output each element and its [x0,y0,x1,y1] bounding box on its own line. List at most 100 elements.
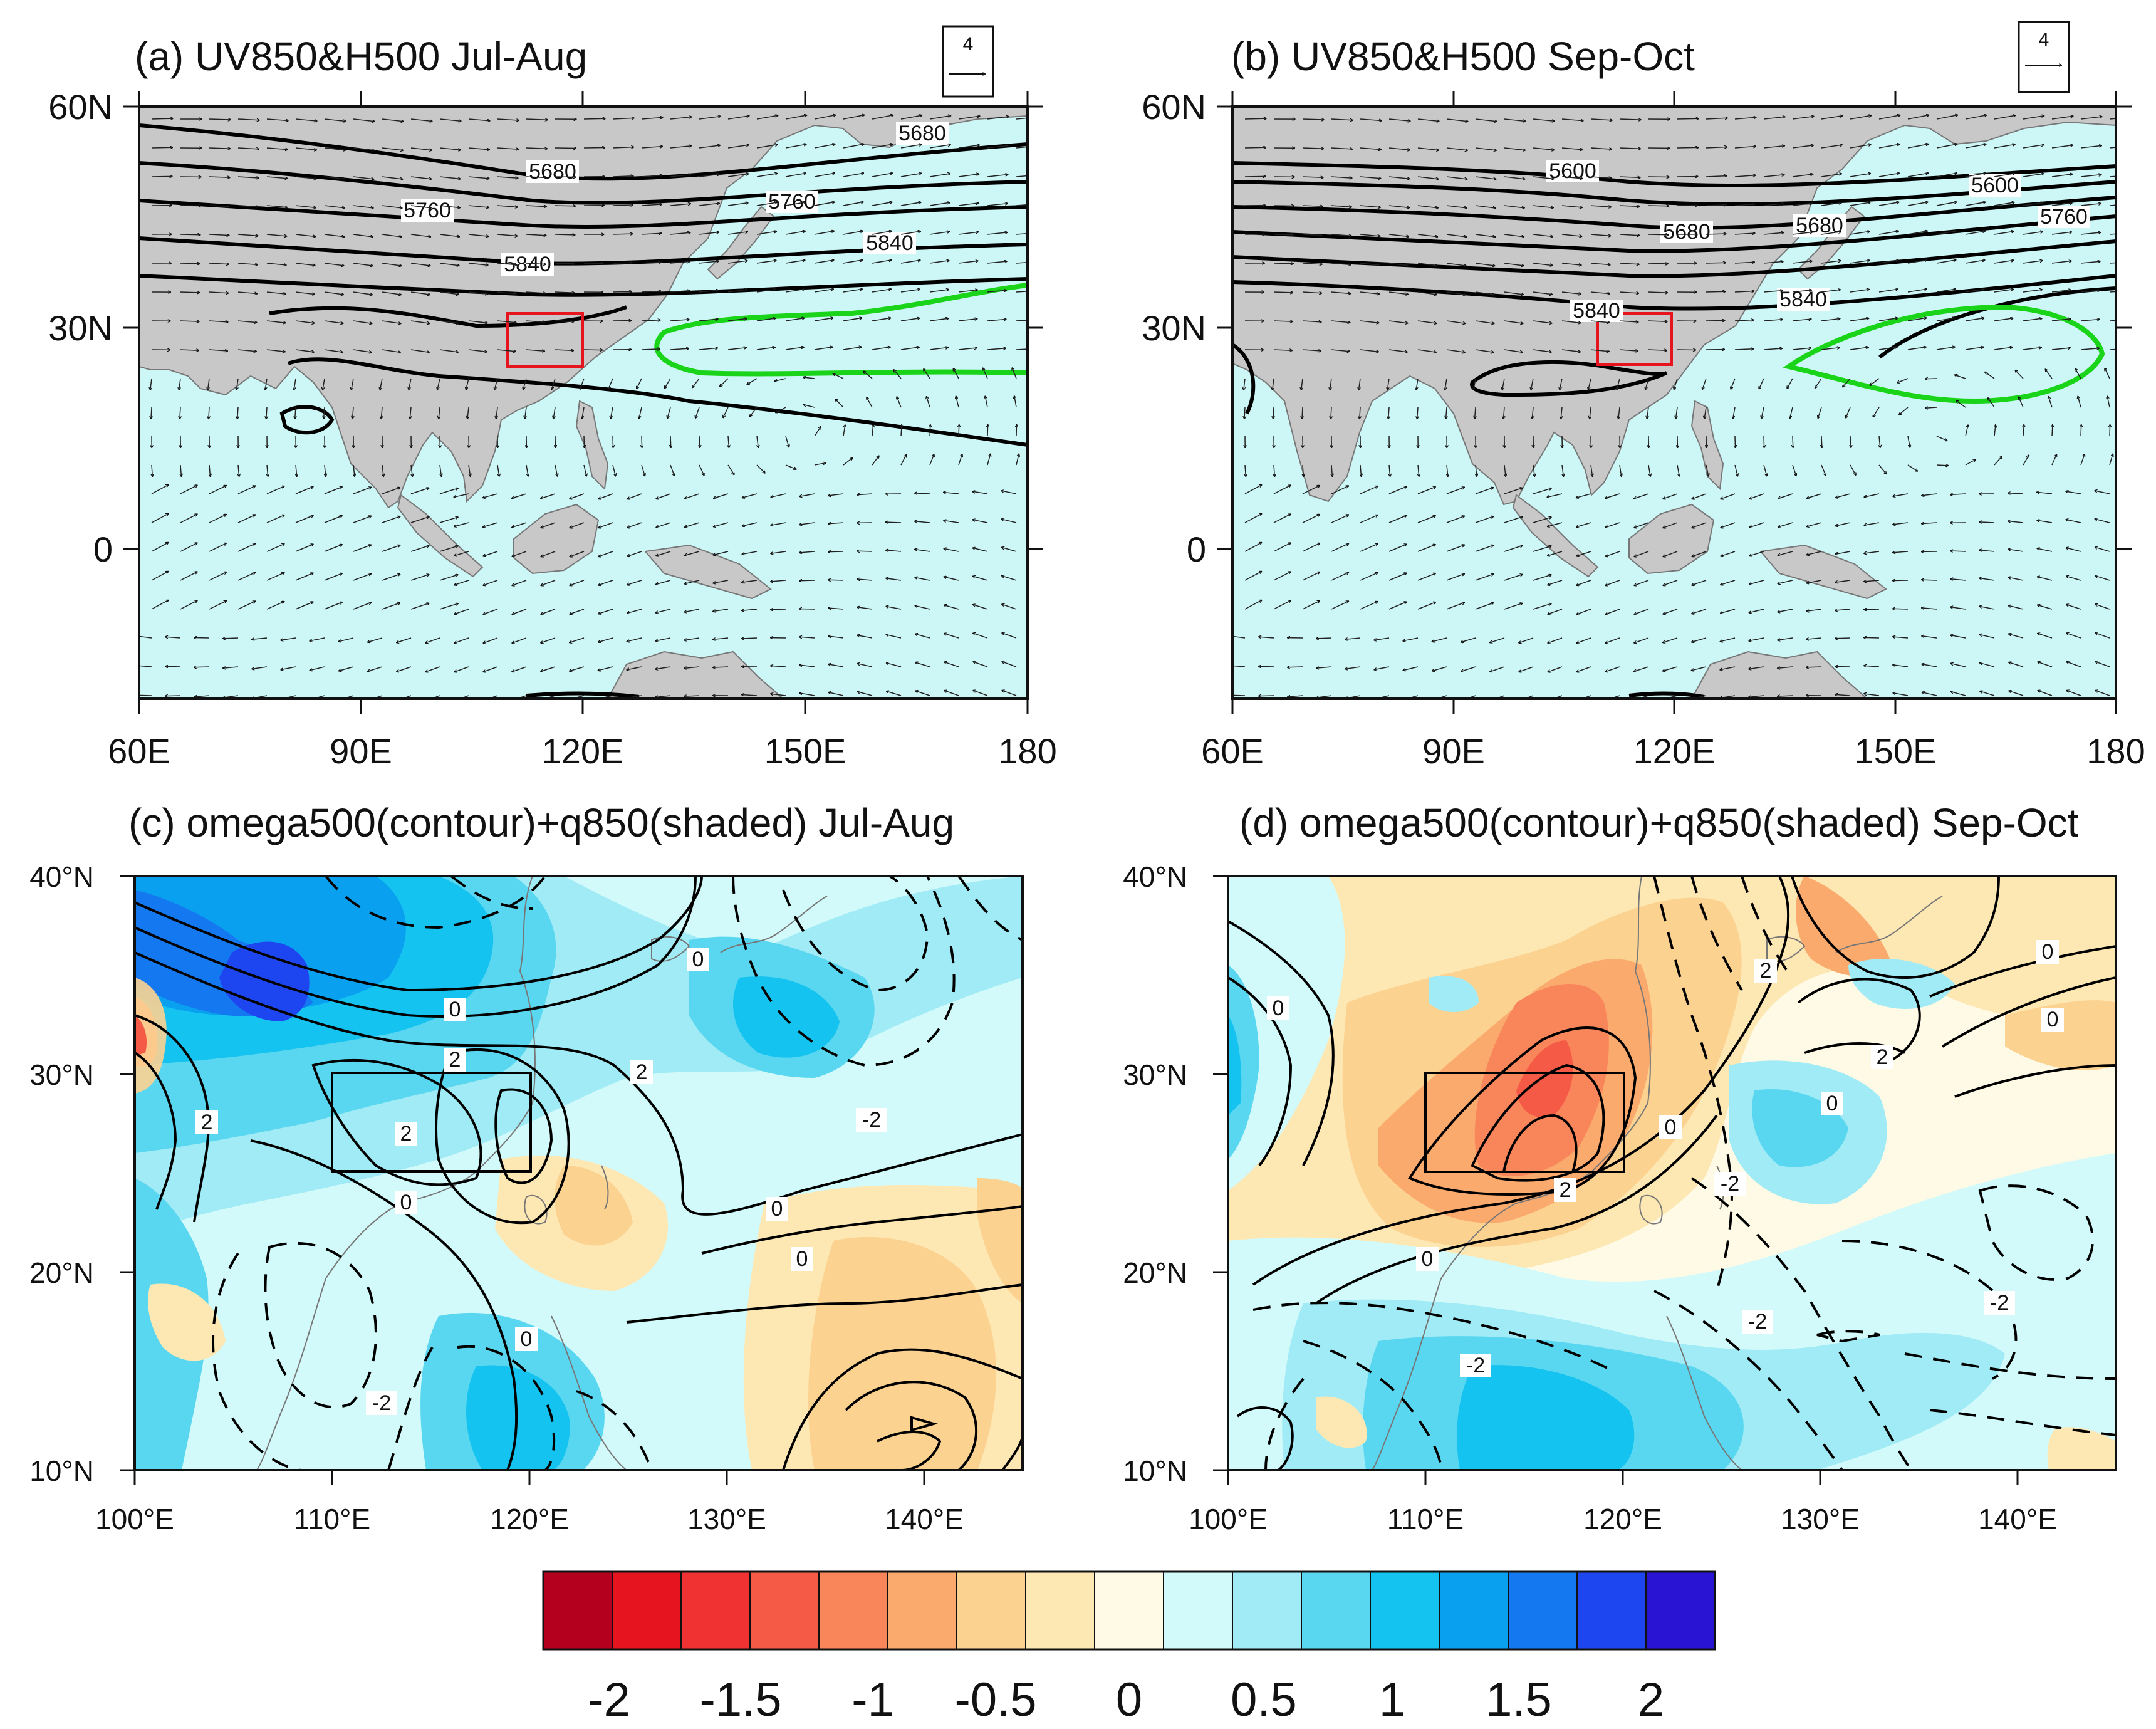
wind-vector [295,545,313,552]
panel-b-study-box [1596,312,1673,366]
wind-vector [1360,263,1380,265]
wind-vector [1273,514,1291,523]
wind-vector [785,115,806,120]
wind-vector [265,378,268,390]
wind-vector [324,205,345,208]
wind-vector [699,232,719,235]
wind-vector [699,436,700,447]
panel-a-contour-label-5680-east: 5680 [898,122,946,145]
wind-vector [1763,261,1783,264]
wind-vector [1878,144,1900,149]
wind-vector [987,232,1007,235]
colorbar-swatch [887,1571,957,1650]
wind-vector [670,348,689,350]
wind-vector [1388,205,1409,207]
wind-vector [439,546,458,552]
wind-vector [1273,292,1293,293]
wind-vector [828,523,844,524]
wind-vector [641,147,662,149]
colorbar-swatch [1094,1571,1164,1650]
wind-vector [180,485,197,494]
wind-vector [915,550,930,552]
wind-vector [1561,349,1580,352]
wind-vector [570,493,585,499]
wind-vector [325,464,326,476]
wind-vector [1417,291,1437,295]
wind-vector [1994,318,2013,321]
wind-vector [742,695,758,696]
wind-vector [1821,436,1822,447]
wind-vector [2051,174,2072,177]
wind-vector [1561,234,1581,236]
panel-a-ref-vector-label: 4 [963,34,974,55]
wind-vector [987,204,1008,206]
wind-vector [1674,378,1678,389]
wind-vector [454,637,469,643]
panel-c-contour-label-0-east: 0 [771,1197,783,1221]
wind-vector [2046,369,2053,379]
wind-vector [1899,407,1909,415]
wind-vector [670,436,671,447]
panel-a-reference-vector: 4 [942,25,994,98]
wind-vector [180,543,197,552]
wind-vector [1735,436,1736,447]
wind-vector [281,666,296,670]
wind-vector [958,145,979,149]
wind-vector [353,291,372,295]
wind-vector [1360,176,1381,179]
wind-vector [987,320,1006,321]
wind-vector [641,233,661,234]
wind-vector [209,572,226,581]
wind-vector [627,551,642,556]
wind-vector [1619,349,1638,351]
wind-vector [1721,522,1736,528]
wind-vector [439,291,459,295]
wind-vector [1533,517,1551,523]
wind-vector [223,695,239,697]
wind-vector [512,637,527,643]
wind-vector [900,115,922,120]
wind-vector [1002,662,1017,667]
wind-vector [958,290,977,293]
wind-vector [1532,407,1533,419]
wind-vector [1647,407,1649,419]
wind-vector [1878,173,1899,177]
wind-vector [180,600,197,610]
wind-vector [570,637,585,642]
wind-vector [611,407,613,419]
wind-vector [872,202,892,206]
wind-vector [209,601,226,610]
wind-vector [237,263,258,264]
panel-b-contour-label-5840-west: 5840 [1573,299,1620,323]
wind-vector [1821,319,1840,321]
wind-vector [1302,321,1321,322]
wind-vector [1864,522,1880,525]
panel-d-contour-label-neg2-se: -2 [1990,1291,2009,1315]
wind-vector [843,202,863,206]
wind-vector [756,145,778,149]
wind-vector [915,521,930,523]
wind-vector [468,464,471,476]
wind-vector [1965,347,1984,350]
wind-vector [410,488,429,494]
wind-vector [1014,396,1017,408]
wind-vector [1763,146,1784,149]
wind-vector [972,491,988,494]
wind-vector [684,666,700,668]
wind-vector [209,350,227,351]
wind-vector [1648,292,1667,293]
wind-vector [382,488,400,494]
wind-vector [425,637,440,643]
wind-vector [1619,464,1622,476]
wind-vector [1619,119,1641,120]
wind-vector [656,493,671,499]
wind-vector [1734,175,1756,177]
wind-vector [2109,262,2116,264]
wind-vector [1692,493,1707,499]
wind-vector [1734,147,1756,149]
wind-vector [1692,551,1707,556]
wind-vector [397,637,412,642]
colorbar-label-neg2: -2 [588,1673,630,1726]
wind-vector [266,234,286,236]
wind-vector [382,349,400,352]
